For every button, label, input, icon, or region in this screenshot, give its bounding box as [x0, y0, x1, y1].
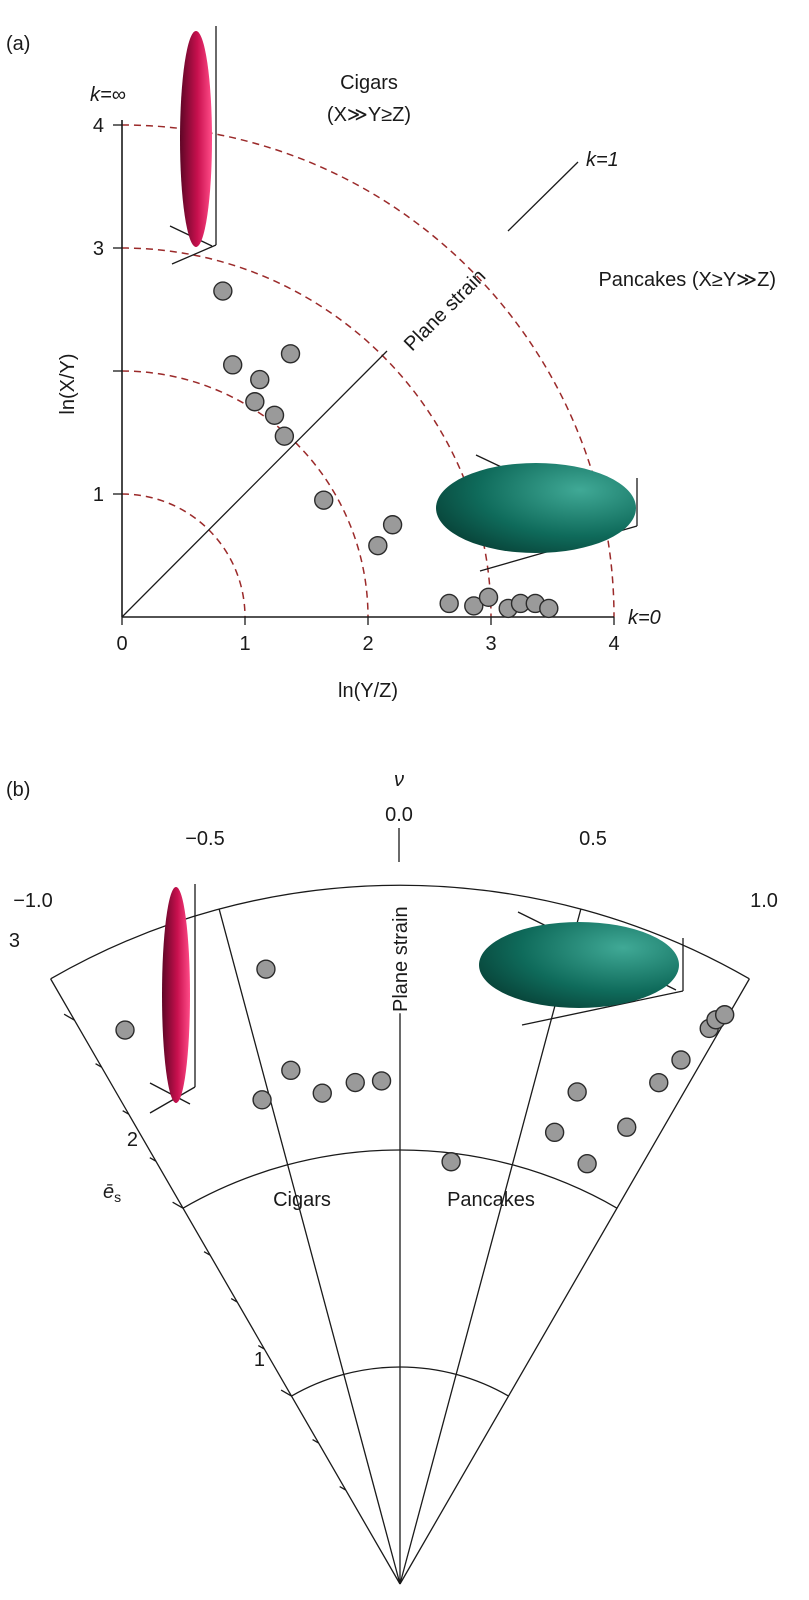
nu-grid-line [399, 978, 750, 1585]
nu-grid-line [399, 908, 582, 1585]
data-point [577, 1154, 597, 1174]
panel-b: (b) Plane strain ν 0.0 −0.5 0.5 −1.0 1.0… [6, 769, 778, 1585]
cigars-label: Cigars [340, 72, 398, 94]
data-point [264, 405, 285, 425]
es-arc-1 [291, 1366, 509, 1397]
plane-strain-line-upper [507, 161, 579, 232]
data-point [314, 490, 334, 510]
data-point [478, 587, 499, 608]
nu-tick-label: −1.0 [13, 890, 52, 912]
data-point [280, 344, 301, 364]
y-axis-label: ln(X/Y) [57, 353, 79, 414]
panel-a: (a) Plane strain 0 1 2 3 4 1 3 4 ln(Y/Z)… [6, 26, 776, 702]
es-tick [257, 1345, 265, 1350]
data-point [245, 392, 265, 412]
es-tick-label: 2 [127, 1129, 138, 1151]
data-point [213, 281, 233, 301]
cigars-definition: (X≫Y≥Z) [327, 104, 411, 126]
data-point [368, 535, 388, 556]
data-point [539, 598, 559, 619]
data-points [213, 281, 559, 619]
nu-tick-label: 1.0 [750, 890, 778, 912]
data-point [281, 1060, 301, 1081]
polar-frame [50, 884, 750, 1585]
es-axis-label: ēs [103, 1181, 121, 1205]
es-tick-label: 3 [9, 930, 20, 952]
data-point [252, 1090, 272, 1110]
data-point [274, 426, 295, 446]
data-point [671, 1050, 691, 1070]
data-point [617, 1117, 637, 1137]
plane-strain-label: Plane strain [400, 265, 490, 355]
k-infinity-label: k=∞ [90, 84, 126, 106]
es-tick [149, 1157, 157, 1162]
y-tick-label: 1 [93, 484, 104, 506]
x-axis-label: ln(Y/Z) [338, 680, 398, 702]
cigar-ellipsoid-icon [169, 26, 217, 265]
es-tick [172, 1201, 184, 1209]
axis-ticks [113, 124, 615, 625]
data-point [382, 515, 403, 535]
x-tick-label: 2 [362, 633, 373, 655]
data-point [544, 1122, 565, 1143]
nu-tick-label: −0.5 [185, 828, 224, 850]
es-arc-2 [182, 1149, 618, 1209]
data-point [464, 596, 484, 616]
reference-circle-4 [121, 124, 615, 618]
data-point [312, 1083, 332, 1103]
data-point [649, 1072, 669, 1093]
nu-grid-line [50, 978, 401, 1585]
pancake-ellipsoid-icon [436, 454, 638, 572]
data-point [345, 1072, 365, 1093]
data-point [714, 1005, 735, 1025]
panel-a-label: (a) [6, 33, 30, 55]
x-tick-label: 0 [116, 633, 127, 655]
data-point [567, 1082, 587, 1102]
x-tick-label: 4 [608, 633, 619, 655]
es-tick-label: 1 [254, 1349, 265, 1371]
es-tick [339, 1485, 347, 1491]
panel-b-label: (b) [6, 779, 30, 801]
k-zero-label: k=0 [628, 607, 661, 629]
es-tick [122, 1110, 130, 1115]
pancakes-label: Pancakes (X≥Y≫Z) [598, 269, 776, 291]
y-tick-label: 4 [93, 115, 104, 137]
data-point [222, 355, 243, 375]
es-tick [280, 1389, 292, 1397]
data-point [115, 1020, 135, 1040]
plane-strain-line [121, 350, 388, 618]
outer-arc [50, 884, 750, 980]
es-tick [203, 1251, 211, 1256]
nu-grid-line [218, 908, 401, 1585]
data-point [250, 369, 270, 390]
y-tick-label: 3 [93, 238, 104, 260]
es-tick [312, 1438, 319, 1444]
x-tick-label: 3 [485, 633, 496, 655]
pancake-ellipsoid-icon [479, 911, 684, 1026]
data-point [439, 593, 459, 614]
data-points [115, 959, 735, 1174]
nu-tick-label: 0.0 [385, 804, 413, 826]
es-tick [95, 1063, 102, 1068]
plane-strain-label: Plane strain [390, 906, 412, 1012]
nu-axis-label: ν [394, 769, 404, 791]
pancakes-label: Pancakes [447, 1189, 535, 1211]
data-point [371, 1071, 392, 1091]
es-tick [63, 1013, 75, 1021]
nu-tick-label: 0.5 [579, 828, 607, 850]
es-tick [230, 1298, 238, 1303]
cigar-ellipsoid-icon [149, 884, 196, 1114]
k-one-label: k=1 [586, 149, 619, 171]
data-point [256, 959, 276, 979]
data-point [441, 1152, 461, 1172]
x-tick-label: 1 [239, 633, 250, 655]
cigars-label: Cigars [273, 1189, 331, 1211]
